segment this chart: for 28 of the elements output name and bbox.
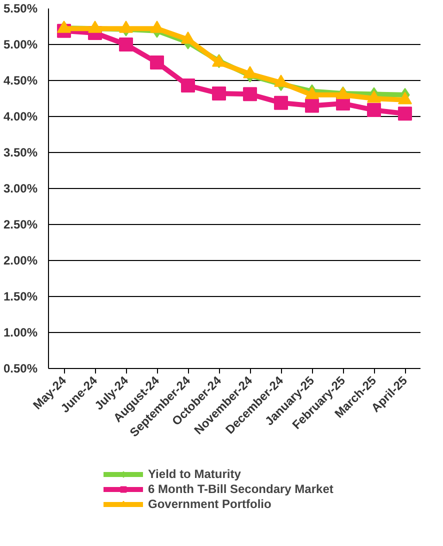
point (398, 106, 412, 121)
y-tick-label: 3.00% (3, 182, 38, 196)
legend-label: 6 Month T-Bill Secondary Market (148, 482, 334, 496)
y-tick-label: 4.00% (3, 110, 38, 124)
point (119, 20, 133, 33)
y-tick-label: 5.50% (3, 2, 38, 16)
point (150, 20, 164, 33)
point (367, 103, 381, 118)
y-tick-label: 2.50% (3, 218, 38, 232)
legend-label: Government Portfolio (148, 497, 272, 511)
y-tick-label: 2.00% (3, 254, 38, 268)
point (181, 31, 195, 44)
point (119, 38, 133, 52)
y-tick-label: 1.50% (3, 290, 38, 304)
point (150, 56, 164, 70)
point (243, 87, 257, 102)
y-tick-label: 4.50% (3, 74, 38, 88)
point (243, 66, 257, 78)
point (181, 78, 195, 93)
point (88, 20, 102, 33)
legend-label: Yield to Maturity (148, 467, 241, 481)
point (212, 86, 226, 100)
point (274, 96, 288, 110)
y-tick-label: 3.50% (3, 146, 38, 160)
y-tick-label: 5.00% (3, 38, 38, 52)
y-tick-label: 0.50% (3, 362, 38, 376)
point (305, 98, 319, 113)
y-tick-label: 1.00% (3, 326, 38, 340)
